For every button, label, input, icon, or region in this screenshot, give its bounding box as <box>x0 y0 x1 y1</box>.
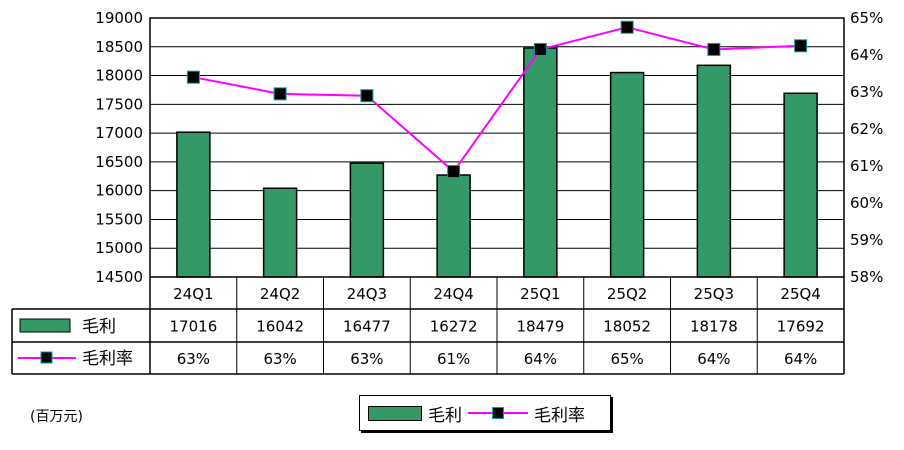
y-left-tick-label: 18000 <box>95 67 143 85</box>
y-left-tick-label: 15000 <box>95 239 143 257</box>
line-data-label: 64% <box>784 350 817 368</box>
y-left-tick-label: 18500 <box>95 38 143 56</box>
y-right-tick-label: 61% <box>850 157 883 175</box>
legend-line-label: 毛利率 <box>534 405 585 426</box>
bar-data-label: 18479 <box>517 318 565 336</box>
line-data-label: 61% <box>437 350 470 368</box>
line-marker-24Q2 <box>273 87 287 101</box>
line-data-label: 63% <box>177 350 210 368</box>
table-key-bar-label: 毛利 <box>82 317 116 337</box>
bar-25Q4 <box>783 92 818 278</box>
line-marker-24Q1 <box>186 70 200 84</box>
x-tick-label: 25Q1 <box>520 285 560 303</box>
x-tick-label: 24Q4 <box>433 285 473 303</box>
bar-data-label: 16042 <box>256 318 304 336</box>
y-left-tick-label: 17000 <box>95 124 143 142</box>
bar-24Q2 <box>262 187 298 278</box>
line-data-label: 63% <box>263 350 296 368</box>
y-left-tick-label: 16000 <box>95 182 143 200</box>
plot-frame <box>149 17 845 278</box>
y-right-tick-label: 64% <box>850 46 883 64</box>
legend-bar-label: 毛利 <box>428 405 462 426</box>
line-marker-25Q1 <box>533 42 547 56</box>
line-marker-25Q4 <box>794 39 808 53</box>
legend-bar-swatch <box>368 405 422 421</box>
y-left-tick-label: 16500 <box>95 153 143 171</box>
legend-line-swatch <box>468 403 528 423</box>
table-key-line-label: 毛利率 <box>82 349 133 369</box>
line-series <box>193 26 801 174</box>
line-marker-24Q3 <box>360 89 374 103</box>
x-tick-label: 24Q2 <box>260 285 300 303</box>
y-left-tick-label: 17500 <box>95 95 143 113</box>
bar-25Q1 <box>523 47 558 278</box>
y-right-tick-label: 65% <box>850 9 883 27</box>
bar-25Q3 <box>696 64 732 278</box>
x-tick-label: 24Q3 <box>347 285 387 303</box>
x-tick-label: 25Q3 <box>694 285 734 303</box>
y-right-tick-label: 58% <box>850 268 883 286</box>
bar-data-label: 16477 <box>343 318 391 336</box>
line-marker-25Q3 <box>707 42 721 56</box>
y-right-tick-label: 59% <box>850 231 883 249</box>
bar-24Q1 <box>176 131 211 278</box>
bar-24Q3 <box>349 162 385 278</box>
table-key-bar <box>19 318 71 333</box>
line-marker-25Q2 <box>620 20 634 34</box>
legend: 毛利 毛利率 <box>359 395 611 431</box>
line-data-label: 63% <box>350 350 383 368</box>
x-tick-label: 25Q4 <box>780 285 820 303</box>
y-right-tick-label: 63% <box>850 83 883 101</box>
unit-label: (百万元) <box>30 409 83 425</box>
y-right-tick-label: 62% <box>850 120 883 138</box>
bar-data-label: 16272 <box>430 318 478 336</box>
bar-25Q2 <box>609 71 645 278</box>
line-data-label: 64% <box>524 350 557 368</box>
bar-24Q4 <box>436 174 471 278</box>
y-left-tick-label: 15500 <box>95 210 143 228</box>
x-tick-label: 24Q1 <box>173 285 213 303</box>
y-right-tick-label: 60% <box>850 194 883 212</box>
bar-data-label: 17016 <box>170 318 218 336</box>
line-data-label: 65% <box>610 350 643 368</box>
y-left-tick-label: 19000 <box>95 9 143 27</box>
y-left-tick-label: 14500 <box>95 268 143 286</box>
bar-data-label: 17692 <box>777 318 825 336</box>
table-key-marker <box>40 351 53 364</box>
x-tick-label: 25Q2 <box>607 285 647 303</box>
line-data-label: 64% <box>697 350 730 368</box>
line-marker-24Q4 <box>447 165 461 179</box>
bar-data-label: 18052 <box>603 318 651 336</box>
bar-data-label: 18178 <box>690 318 738 336</box>
